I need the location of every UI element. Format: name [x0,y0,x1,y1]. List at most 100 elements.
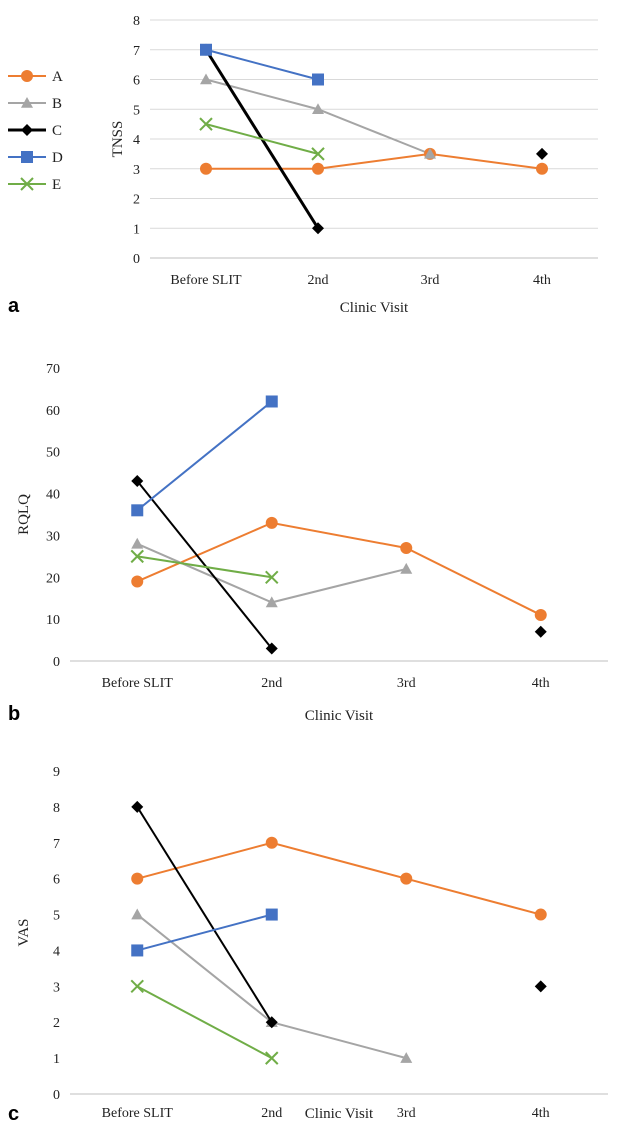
y-tick-label: 0 [53,655,60,670]
y-tick-label: 30 [46,529,60,544]
series-line-E [205,123,319,155]
y-tick-label: 40 [46,488,60,503]
y-tick-label: 5 [53,909,60,924]
x-axis-label: Clinic Visit [305,1106,374,1122]
data-point-A [534,908,547,921]
y-tick-label: 8 [53,801,60,816]
data-point-D [312,73,324,86]
data-point-A [131,575,144,588]
y-tick-label: 8 [133,14,140,29]
x-axis-label: Clinic Visit [340,300,409,316]
y-tick-label: 2 [53,1016,60,1031]
panel-label: b [8,703,20,725]
data-point-B [131,537,144,549]
legend-marker-D [21,151,33,163]
x-tick-label: 2nd [261,1106,282,1121]
legend-marker-E [20,177,34,191]
series-line-B [136,542,407,604]
x-axis-label: Clinic Visit [305,708,374,724]
data-point-C [265,1016,278,1029]
x-tick-label: 4th [532,676,550,691]
x-tick-label: 3rd [397,1106,416,1121]
y-tick-label: 4 [53,944,60,959]
y-tick-label: 60 [46,404,60,419]
y-tick-label: 7 [133,44,140,59]
data-point-C [131,475,144,488]
data-point-B [265,596,278,608]
series-line-A [206,152,543,170]
data-point-C [536,147,548,160]
data-point-A [200,162,212,175]
data-point-E [199,117,213,131]
y-tick-label: 7 [53,837,60,852]
data-point-A [131,872,144,885]
data-point-B [131,908,144,920]
data-point-B [400,562,413,574]
x-tick-label: Before SLIT [102,676,174,691]
x-tick-label: 2nd [308,273,329,288]
data-point-A [400,541,413,554]
data-point-A [312,162,324,175]
y-tick-label: 1 [53,1052,60,1067]
series-line-D [136,913,273,952]
y-tick-label: 0 [53,1088,60,1103]
x-tick-label: 2nd [261,676,282,691]
y-tick-label: 3 [133,163,140,178]
y-tick-label: 2 [133,193,140,208]
data-point-D [265,908,278,921]
y-axis-label: RQLQ [16,494,32,535]
legend-marker-C [21,124,33,136]
data-point-B [312,103,324,115]
x-tick-label: 4th [533,273,551,288]
data-point-E [130,549,144,564]
panel-label: a [8,295,20,317]
series-line-B [205,78,431,155]
data-point-D [131,504,144,517]
series-line-A [136,841,542,916]
series-line-E [137,555,272,579]
y-tick-label: 70 [46,362,60,377]
data-point-C [534,980,547,993]
legend-label-B: B [52,96,62,112]
data-point-D [265,395,278,408]
data-point-C [265,642,278,655]
x-tick-label: 3rd [397,676,416,691]
data-point-E [130,979,144,994]
legend-marker-A [21,70,33,82]
data-point-B [424,147,436,159]
data-point-C [312,222,324,235]
legend-marker-B [21,97,33,108]
data-point-C [534,625,547,638]
panel-label: c [8,1103,19,1124]
data-point-D [131,944,144,957]
x-tick-label: Before SLIT [102,1106,174,1121]
y-tick-label: 6 [133,74,140,89]
data-point-E [311,147,325,161]
series-line-A [136,521,542,616]
y-tick-label: 6 [53,873,60,888]
series-line-C [136,480,273,650]
data-point-E [265,1051,279,1065]
y-tick-label: 5 [133,103,140,118]
legend-label-D: D [52,150,63,166]
legend-label-A: A [52,69,63,85]
series-line-D [136,400,273,512]
series-line-C [136,806,273,1023]
data-point-C [131,800,144,813]
series-line-D [205,48,319,81]
series-line-E [136,985,273,1059]
y-tick-label: 1 [133,222,140,237]
data-point-D [200,43,212,56]
y-tick-label: 10 [46,613,60,628]
data-point-B [200,73,212,85]
y-axis-label: VAS [16,918,32,946]
x-tick-label: 4th [532,1106,550,1121]
y-tick-label: 0 [133,252,140,267]
data-point-B [400,1052,413,1063]
data-point-A [534,608,547,621]
y-tick-label: 9 [53,765,60,780]
y-tick-label: 50 [46,446,60,461]
data-point-A [536,162,548,175]
data-point-A [400,872,413,885]
